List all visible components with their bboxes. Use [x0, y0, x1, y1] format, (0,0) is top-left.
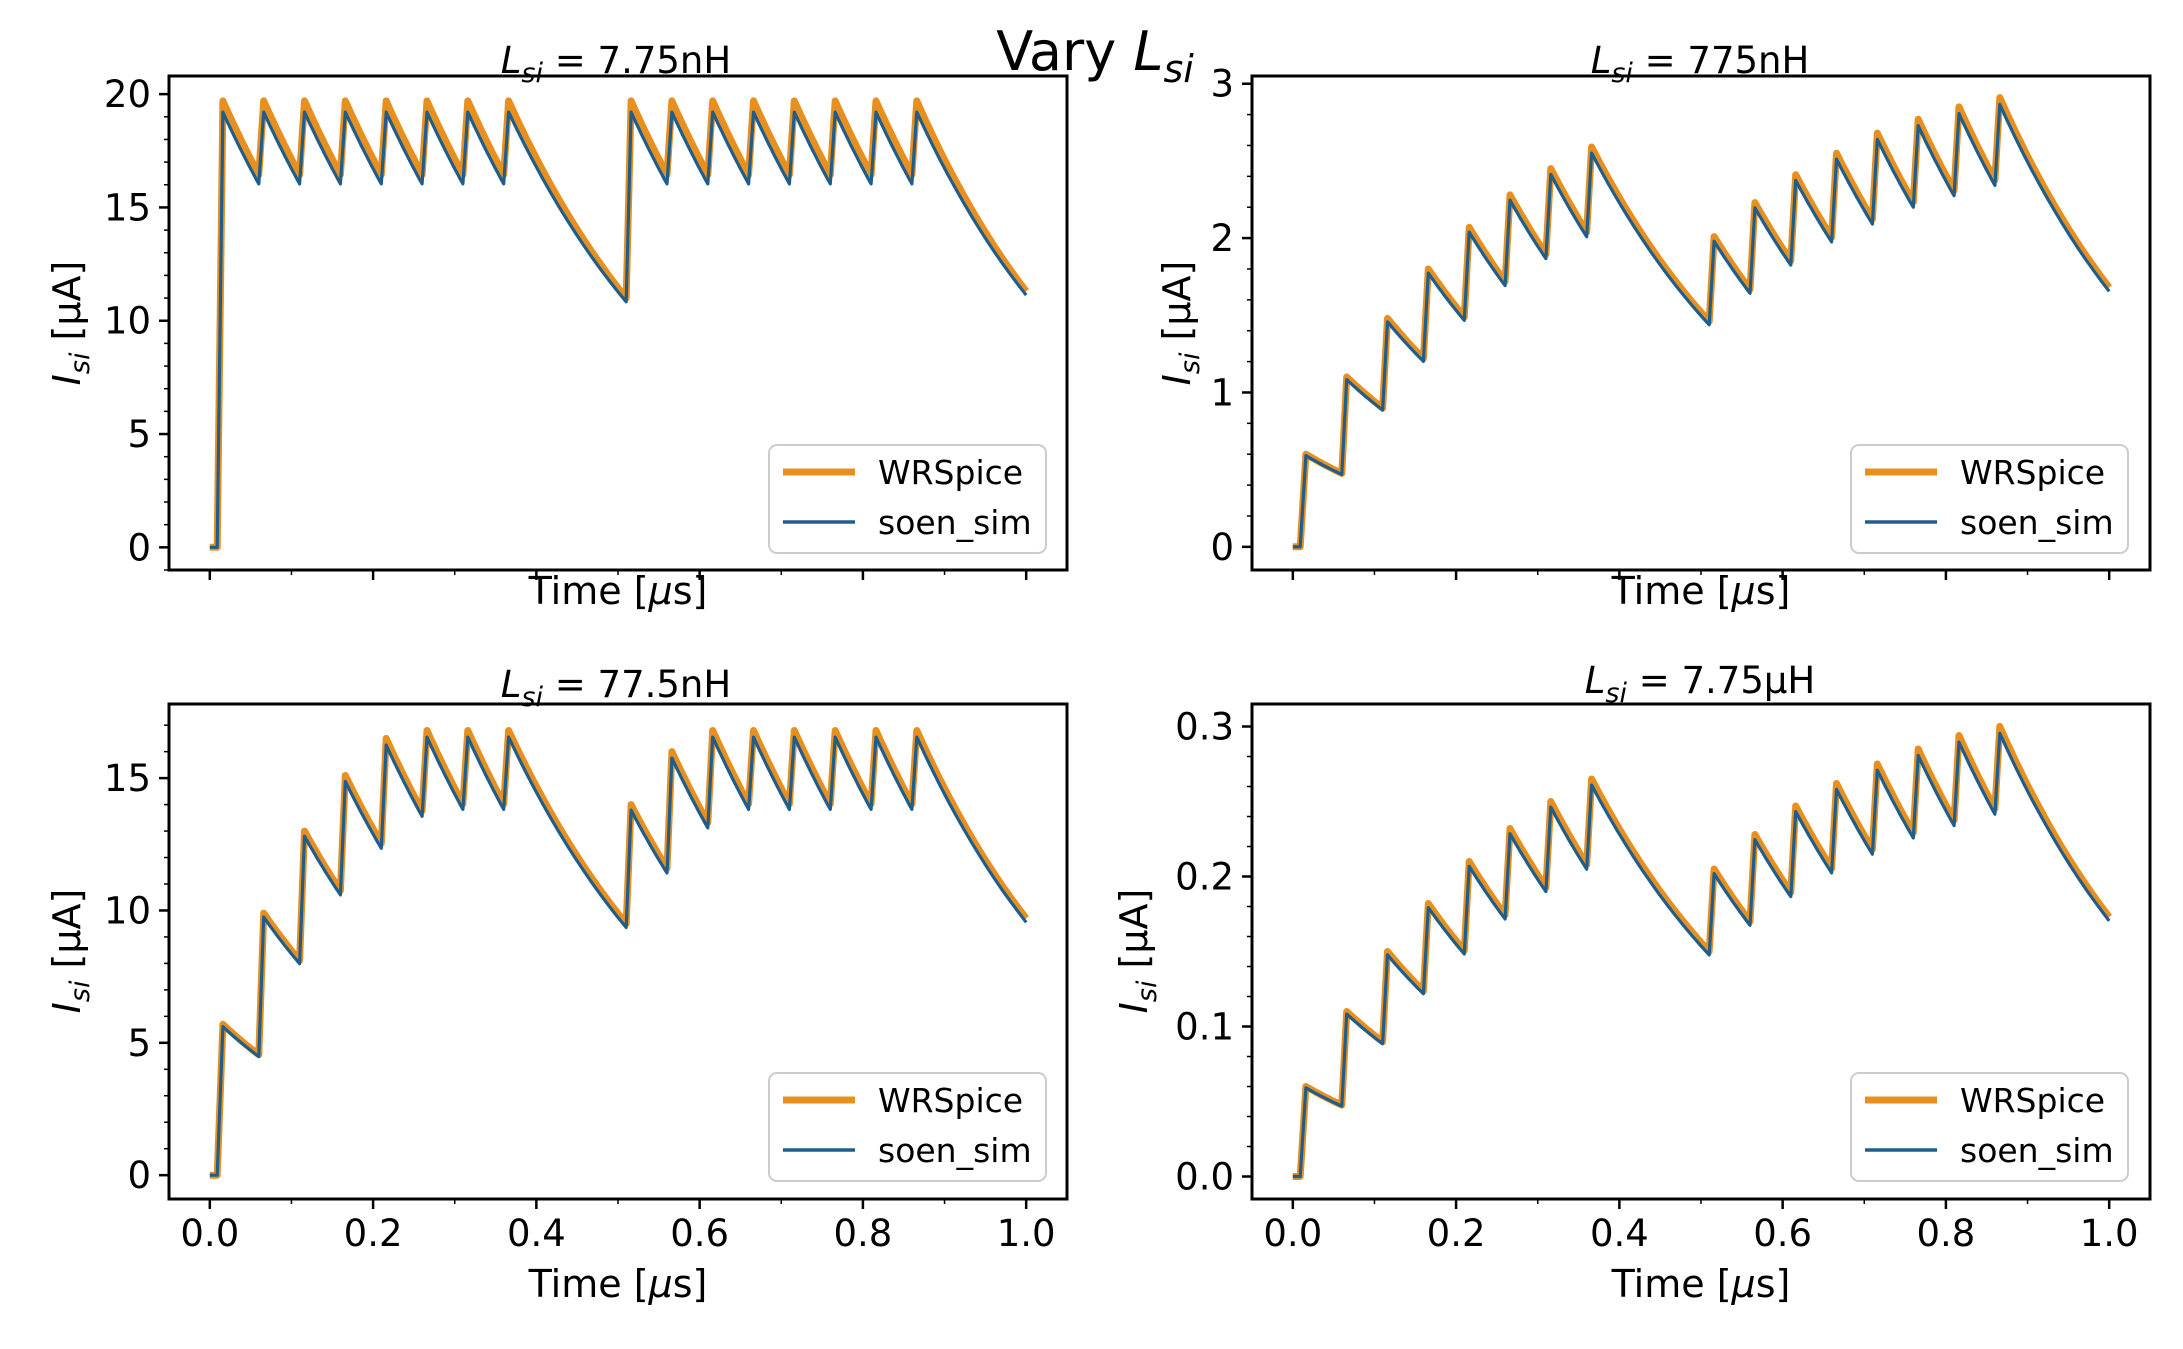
legend-label-wrspice: WRSpice — [1960, 453, 2105, 492]
y-tick-label: 10 — [104, 300, 151, 343]
y-tick-label: 0 — [127, 526, 151, 569]
series-layer — [1292, 723, 2112, 1180]
tick-layer: 0 1 2 3 — [1210, 63, 2111, 580]
series-line-soen-sim — [1292, 102, 2111, 549]
x-tick-label: 0.0 — [1263, 1212, 1322, 1255]
y-tick-label: 0.2 — [1175, 856, 1234, 899]
legend: WRSpice soen_sim — [1850, 444, 2129, 554]
legend-label-wrspice: WRSpice — [878, 1081, 1023, 1120]
axes-frame — [167, 702, 1069, 1201]
x-tick-label: 1.0 — [2080, 1212, 2139, 1255]
y-tick-label: 1 — [1210, 371, 1234, 414]
legend: WRSpice soen_sim — [768, 1072, 1047, 1182]
panel-top-right: Lsi = 775nH 0 1 2 3 Isi [μA] Time [μs] WRSp… — [1155, 39, 2152, 613]
panel-title: Lsi = 7.75μH — [1585, 659, 1815, 709]
tick-layer: 0 5 10 15 20 — [104, 73, 1028, 580]
panel-bottom-left: Lsi = 77.5nH 0 5 10 15 0.0 0.2 0.4 0.6 0.8 1.0 Is… — [45, 663, 1069, 1306]
series-line-soen-sim — [1292, 731, 2111, 1179]
panel-title: Lsi = 7.75nH — [501, 39, 731, 89]
y-tick-label: 15 — [104, 186, 151, 229]
series-line-wrspice — [1292, 723, 2112, 1180]
series-layer — [209, 97, 1029, 551]
panel-title: Lsi = 77.5nH — [501, 663, 731, 713]
y-tick-label: 5 — [127, 1022, 151, 1065]
x-axis-label: Time [μs] — [528, 569, 708, 613]
tick-layer: 0.0 0.1 0.2 0.3 0.0 0.2 0.4 0.6 0.8 1.0 — [1175, 706, 2138, 1256]
x-tick-label: 0.8 — [1916, 1212, 1975, 1255]
y-axis-label: Isi [μA] — [1155, 261, 1206, 386]
legend-label-wrspice: WRSpice — [1960, 1081, 2105, 1120]
x-tick-label: 0.8 — [833, 1212, 892, 1255]
y-tick-label: 2 — [1210, 217, 1234, 260]
y-tick-label: 0 — [1210, 526, 1234, 569]
x-axis-label: Time [μs] — [528, 1262, 708, 1306]
y-axis-label: Isi [μA] — [45, 889, 96, 1014]
panel-bottom-right: Lsi = 7.75μH 0.0 0.1 0.2 0.3 0.0 0.2 0.4 0.6 0.8… — [1112, 659, 2152, 1306]
y-tick-label: 0.0 — [1175, 1156, 1234, 1199]
tick-layer: 0 5 10 15 0.0 0.2 0.4 0.6 0.8 1.0 — [104, 724, 1056, 1255]
x-tick-label: 0.4 — [507, 1212, 566, 1255]
y-axis-label: Isi [μA] — [1112, 889, 1163, 1014]
legend-label-soen-sim: soen_sim — [1960, 503, 2114, 542]
panel-top-left: Lsi = 7.75nH 0 5 10 15 20 Isi [μA] Time [μs]… — [45, 39, 1069, 613]
series-layer — [209, 727, 1029, 1179]
x-tick-label: 0.6 — [670, 1212, 729, 1255]
figure-suptitle: Vary Lsi — [996, 20, 1194, 91]
y-tick-label: 0.1 — [1175, 1006, 1234, 1049]
legend: WRSpice soen_sim — [1850, 1072, 2129, 1182]
y-tick-label: 20 — [104, 73, 151, 116]
y-tick-label: 0.3 — [1175, 706, 1234, 749]
series-layer — [1292, 94, 2112, 551]
series-line-wrspice — [1292, 94, 2112, 551]
legend-label-soen-sim: soen_sim — [878, 1131, 1032, 1170]
x-tick-label: 1.0 — [997, 1212, 1056, 1255]
legend: WRSpice soen_sim — [768, 444, 1047, 554]
y-tick-label: 10 — [104, 889, 151, 932]
axes-frame — [1250, 702, 2152, 1201]
y-tick-label: 15 — [104, 757, 151, 800]
legend-label-soen-sim: soen_sim — [878, 503, 1032, 542]
y-tick-label: 0 — [127, 1154, 151, 1197]
x-tick-label: 0.2 — [344, 1212, 403, 1255]
x-tick-label: 0.2 — [1427, 1212, 1486, 1255]
series-line-soen-sim — [209, 735, 1028, 1177]
legend-label-wrspice: WRSpice — [878, 453, 1023, 492]
x-axis-label: Time [μs] — [1611, 1262, 1791, 1306]
legend-label-soen-sim: soen_sim — [1960, 1131, 2114, 1170]
series-line-wrspice — [209, 97, 1029, 551]
panel-title: Lsi = 775nH — [1591, 39, 1810, 89]
x-tick-label: 0.6 — [1753, 1212, 1812, 1255]
axes-frame — [167, 74, 1069, 572]
y-tick-label: 3 — [1210, 63, 1234, 106]
x-tick-label: 0.4 — [1590, 1212, 1649, 1255]
x-axis-label: Time [μs] — [1611, 569, 1791, 613]
series-line-wrspice — [209, 727, 1029, 1179]
y-axis-label: Isi [μA] — [45, 261, 96, 386]
x-tick-label: 0.0 — [180, 1212, 239, 1255]
y-tick-label: 5 — [127, 413, 151, 456]
axes-frame — [1250, 74, 2152, 572]
series-line-soen-sim — [209, 110, 1028, 549]
